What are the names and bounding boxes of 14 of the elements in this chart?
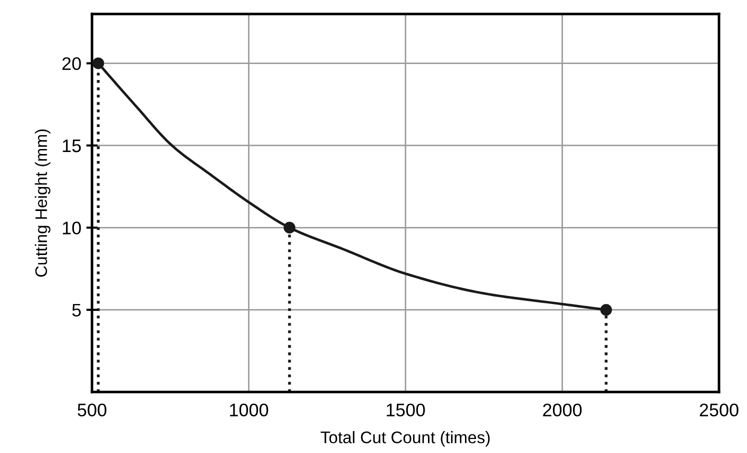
x-axis-title: Total Cut Count (times) (320, 431, 490, 447)
y-tick-label: 10 (62, 222, 81, 234)
x-tick-label: 2000 (543, 404, 582, 416)
y-tick-label: 20 (62, 57, 81, 70)
y-axis-title: Cutting Height (mm) (34, 129, 50, 277)
x-tick-label: 1500 (386, 404, 425, 416)
point (600, 304, 612, 316)
point (92, 57, 104, 70)
y-tick-label: 15 (62, 140, 81, 152)
y-tick-label: 5 (72, 304, 81, 317)
x-tick-label: 500 (78, 404, 106, 416)
x-tick-label: 1000 (230, 404, 268, 416)
x-tick-label: 2500 (700, 404, 738, 416)
point (284, 222, 296, 234)
